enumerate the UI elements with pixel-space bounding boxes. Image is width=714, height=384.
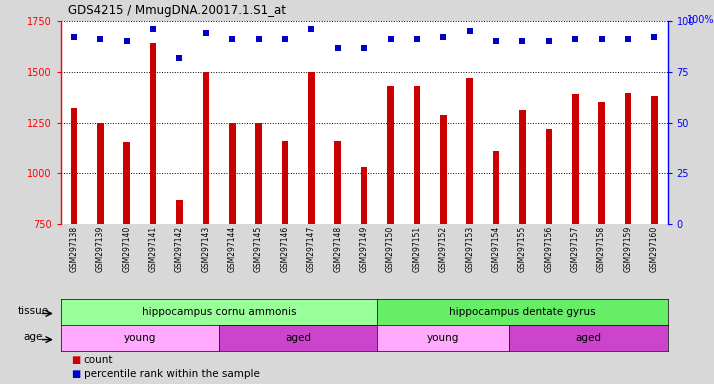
Bar: [176, 200, 183, 224]
Bar: [493, 151, 499, 224]
Bar: [625, 93, 631, 224]
Bar: [413, 86, 421, 224]
Text: ■: ■: [71, 354, 81, 364]
Bar: [150, 43, 156, 224]
Text: tissue: tissue: [18, 306, 49, 316]
Bar: [361, 167, 368, 224]
Y-axis label: 100%: 100%: [687, 15, 714, 25]
Text: aged: aged: [285, 333, 311, 343]
Text: hippocampus cornu ammonis: hippocampus cornu ammonis: [142, 307, 296, 317]
Bar: [598, 103, 605, 224]
Bar: [308, 72, 315, 224]
Text: young: young: [427, 333, 460, 343]
Text: percentile rank within the sample: percentile rank within the sample: [84, 369, 259, 379]
Bar: [519, 111, 526, 224]
Bar: [282, 141, 288, 224]
Bar: [440, 114, 446, 224]
Text: count: count: [84, 354, 113, 364]
Bar: [572, 94, 578, 224]
Bar: [387, 86, 394, 224]
Bar: [124, 142, 130, 224]
Bar: [229, 123, 236, 224]
Bar: [466, 78, 473, 224]
Text: aged: aged: [575, 333, 601, 343]
Text: young: young: [124, 333, 156, 343]
Bar: [334, 141, 341, 224]
Bar: [71, 108, 77, 224]
Bar: [256, 123, 262, 224]
Text: GDS4215 / MmugDNA.20017.1.S1_at: GDS4215 / MmugDNA.20017.1.S1_at: [68, 4, 286, 17]
Bar: [651, 96, 658, 224]
Bar: [203, 72, 209, 224]
Bar: [545, 129, 552, 224]
Text: hippocampus dentate gyrus: hippocampus dentate gyrus: [449, 307, 595, 317]
Bar: [97, 123, 104, 224]
Text: age: age: [24, 332, 43, 342]
Text: ■: ■: [71, 369, 81, 379]
